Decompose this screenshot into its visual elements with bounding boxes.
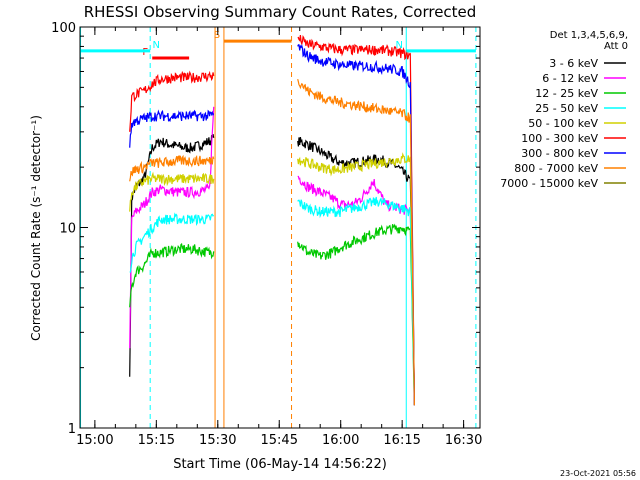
series-line-50-100keV [297, 152, 415, 406]
y-axis-label: Corrected Count Rate (s⁻¹ detector⁻¹) [29, 115, 43, 341]
legend-label: 12 - 25 keV [535, 87, 598, 100]
y-tick-label: 10 [59, 222, 76, 237]
x-tick-label: 16:30 [445, 433, 482, 448]
series-line-300-800keV [297, 44, 415, 406]
annotation-layer: FN NS [80, 30, 476, 60]
series-line-12-25keV [129, 242, 215, 308]
x-axis: 15:00 15:15 15:30 15:45 16:00 16:15 16:30 [76, 27, 482, 448]
legend-label: 7000 - 15000 keV [500, 177, 598, 190]
legend-label: 100 - 300 keV [521, 132, 598, 145]
series-line-3-6keV [129, 133, 215, 377]
x-tick-label: 16:00 [322, 433, 359, 448]
series-line-25-50keV [129, 212, 215, 273]
annotation-label: N [152, 40, 159, 51]
y-tick-label: 100 [51, 21, 76, 36]
series-line-100-300keV [129, 70, 215, 132]
series-line-300-800keV [129, 109, 215, 148]
x-tick-label: 16:15 [383, 433, 420, 448]
series-line-25-50keV [297, 196, 415, 406]
legend-label: 50 - 100 keV [528, 117, 598, 130]
x-tick-label: 15:30 [199, 433, 236, 448]
y-axis: 1 10 100 [51, 21, 480, 437]
annotation-label: F [142, 47, 148, 58]
annotation-label: S [214, 30, 220, 41]
legend-label: 6 - 12 keV [542, 72, 598, 85]
x-tick-label: 15:00 [76, 433, 113, 448]
series-line-3-6keV [297, 137, 415, 393]
footer-timestamp: 23-Oct-2021 05:56 [560, 469, 636, 478]
y-tick-label: 1 [68, 422, 76, 437]
chart-title: RHESSI Observing Summary Count Rates, Co… [84, 3, 477, 21]
series-line-50-100keV [129, 171, 215, 212]
legend-header: Att 0 [604, 41, 628, 52]
legend-label: 3 - 6 keV [549, 57, 598, 70]
series-line-6-12keV [129, 106, 215, 349]
series-line-800-7000keV [129, 154, 215, 182]
annotation-label: N [396, 40, 403, 51]
series-layer [129, 35, 415, 406]
series-line-12-25keV [297, 223, 415, 406]
series-line-100-300keV [297, 35, 415, 406]
series-line-800-7000keV [297, 78, 415, 406]
x-tick-label: 15:45 [261, 433, 298, 448]
x-tick-label: 15:15 [138, 433, 175, 448]
legend-label: 300 - 800 keV [521, 147, 598, 160]
legend-label: 800 - 7000 keV [514, 162, 598, 175]
legend-label: 25 - 50 keV [535, 102, 598, 115]
legend: Det 1,3,4,5,6,9,Att 0 3 - 6 keV 6 - 12 keV… [500, 30, 628, 190]
legend-header: Det 1,3,4,5,6,9, [550, 30, 628, 41]
plot-area: FN NS [80, 27, 477, 428]
x-axis-label: Start Time (06-May-14 14:56:22) [173, 457, 387, 472]
